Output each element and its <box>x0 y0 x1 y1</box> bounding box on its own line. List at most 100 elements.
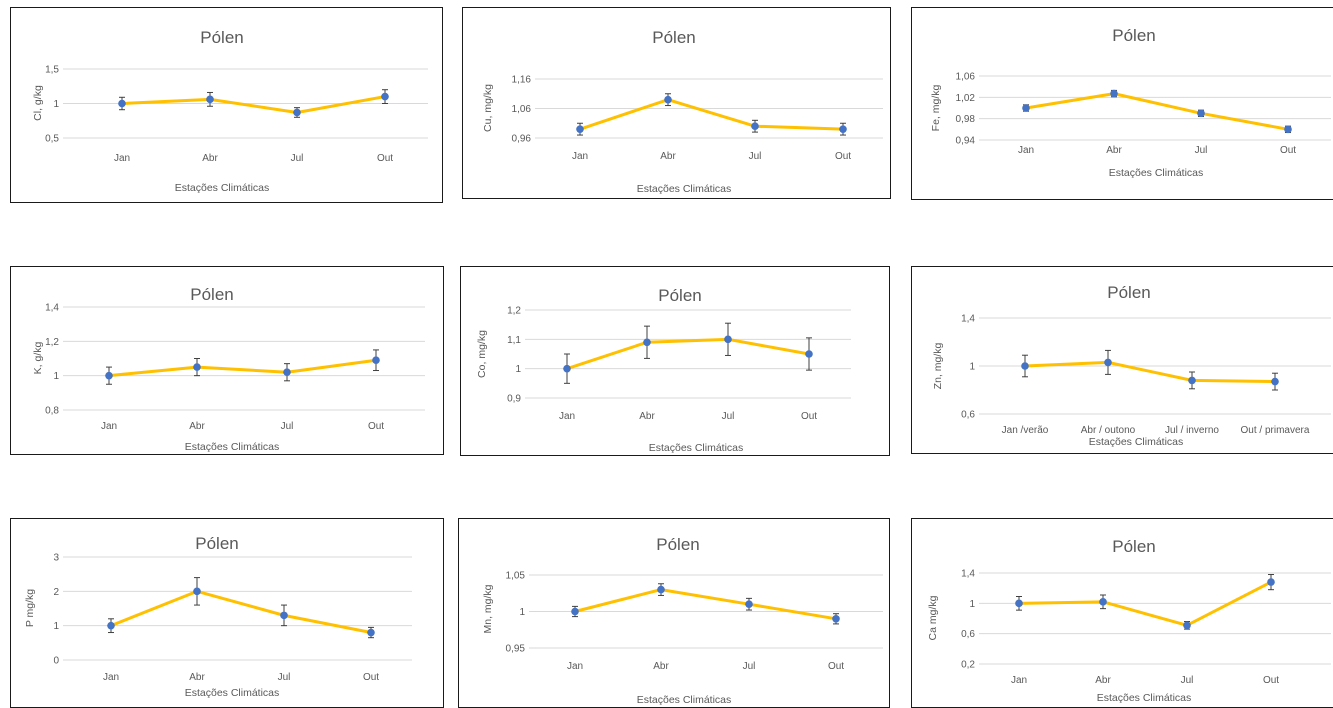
chart-title: Pólen <box>658 286 701 305</box>
x-tick-label: Out <box>1263 675 1279 686</box>
chart-title: Pólen <box>1107 283 1150 302</box>
data-point <box>724 335 732 344</box>
x-tick-label: Jul <box>1195 145 1208 156</box>
chart-title: Pólen <box>656 535 699 554</box>
data-point <box>293 108 301 117</box>
y-tick-label: 2 <box>53 587 59 598</box>
y-tick-label: 1,02 <box>956 93 976 104</box>
y-tick-label: 1,4 <box>961 314 975 325</box>
data-point <box>664 95 672 104</box>
chart-panel: Pólen 0,6 1 1,4 Zn, mg/kg Jan /verão Abr / out… <box>911 266 1333 454</box>
line-chart: Pólen 0,94 0,98 1,02 1,06 Fe, mg/kg Jan Abr Jul O… <box>930 26 1331 179</box>
y-tick-label: 1 <box>53 371 59 382</box>
data-point <box>1267 578 1275 586</box>
line-chart: Pólen 0,9 1 1,1 1,2 Co, mg/kg Jan Abr Jul Out Esta… <box>476 286 851 454</box>
data-point <box>280 611 288 620</box>
chart-panel: Pólen 0,94 0,98 1,02 1,06 Fe, mg/kg Jan Abr Jul O… <box>911 7 1333 200</box>
y-tick-label: 0,98 <box>956 114 976 125</box>
series-line <box>574 588 837 621</box>
y-tick-label: 0,8 <box>45 406 59 417</box>
data-point <box>1284 125 1292 134</box>
data-point <box>1021 362 1029 370</box>
series-line <box>110 589 372 635</box>
y-axis-label: Mn, mg/kg <box>482 584 494 633</box>
line-chart: Pólen 0 1 2 3 P mg/kg Jan Abr Jul Out Estações Cli… <box>24 534 412 699</box>
data-point <box>576 125 584 133</box>
data-point <box>643 338 651 347</box>
data-point <box>1015 599 1023 608</box>
x-tick-label: Jan <box>572 151 588 162</box>
y-axis-label: Cu, mg/kg <box>482 84 494 132</box>
data-point <box>571 607 579 616</box>
x-tick-label: Jan <box>103 672 119 683</box>
chart-title: Pólen <box>1112 537 1155 556</box>
data-point <box>372 356 380 365</box>
line-chart: Pólen 0,95 1 1,05 Mn, mg/kg Jan Abr Jul Out Estaç… <box>482 535 883 706</box>
y-axis-label: K, g/kg <box>32 341 44 374</box>
y-tick-label: 1,1 <box>507 335 521 346</box>
x-tick-label: Jan <box>101 421 117 432</box>
y-tick-label: 0,2 <box>961 660 975 671</box>
x-tick-label: Jul <box>281 421 294 432</box>
y-tick-label: 1 <box>515 364 521 375</box>
x-tick-label: Jan <box>1011 675 1027 686</box>
y-axis-label: Cl, g/kg <box>32 85 44 121</box>
data-point <box>1022 104 1030 112</box>
x-tick-label: Out <box>377 153 393 164</box>
y-tick-label: 1,5 <box>45 65 59 76</box>
x-tick-label: Out <box>1280 145 1296 156</box>
data-point <box>751 122 759 130</box>
x-axis-label: Estações Climáticas <box>637 694 732 706</box>
x-tick-label: Out <box>835 151 851 162</box>
data-point <box>193 587 201 596</box>
data-point <box>805 350 813 358</box>
series-line <box>1018 580 1272 627</box>
data-point <box>745 600 753 608</box>
chart-panel: Pólen 0,5 1 1,5 Cl, g/kg Jan Abr Jul Out Estações… <box>10 7 443 203</box>
y-tick-label: 0,6 <box>961 410 975 421</box>
x-tick-label: Abr <box>1095 675 1111 686</box>
y-tick-label: 1,16 <box>512 75 532 86</box>
y-tick-label: 1 <box>969 599 975 610</box>
data-point <box>1110 89 1118 98</box>
y-tick-label: 1,4 <box>45 303 59 314</box>
y-axis-label: Fe, mg/kg <box>930 85 942 132</box>
x-tick-label: Jan <box>1018 145 1034 156</box>
series-line <box>579 98 844 131</box>
x-tick-label: Out <box>801 411 817 422</box>
series-line <box>108 358 377 378</box>
x-tick-label: Jan /verão <box>1002 425 1049 436</box>
x-tick-label: Jan <box>567 661 583 672</box>
chart-title: Pólen <box>195 534 238 553</box>
y-tick-label: 1 <box>519 607 525 618</box>
chart-title: Pólen <box>652 28 695 47</box>
x-axis-label: Estações Climáticas <box>185 441 280 453</box>
data-point <box>832 615 840 623</box>
data-point <box>1197 109 1205 118</box>
y-axis-label: Co, mg/kg <box>476 330 488 378</box>
data-point <box>367 628 375 637</box>
line-chart: Pólen 0,5 1 1,5Cl, g/kg Jan Abr Jul Out Estações… <box>32 28 428 194</box>
data-point <box>1188 376 1196 385</box>
chart-title: Pólen <box>200 28 243 47</box>
y-tick-label: 0,5 <box>45 134 59 145</box>
y-tick-label: 0,95 <box>506 644 526 655</box>
x-axis-label: Estações Climáticas <box>637 183 732 195</box>
y-tick-label: 1,4 <box>961 569 975 580</box>
data-point <box>563 364 571 373</box>
x-axis-label: Estações Climáticas <box>185 687 280 699</box>
x-tick-label: Abr / outono <box>1081 425 1136 436</box>
x-tick-label: Jan <box>114 153 130 164</box>
x-tick-label: Out / primavera <box>1241 425 1310 436</box>
y-axis-label: Ca mg/kg <box>927 595 939 640</box>
data-point <box>657 585 665 594</box>
y-axis-label: Zn, mg/kg <box>932 343 944 390</box>
y-tick-label: 1,06 <box>956 72 976 83</box>
x-tick-label: Jul <box>743 661 756 672</box>
series-line <box>566 337 810 371</box>
chart-title: Pólen <box>1112 26 1155 45</box>
line-chart: Pólen 0,96 1,06 1,16 Cu, mg/kg Jan Abr Jul Out Es… <box>482 28 883 195</box>
line-chart: Pólen 0,6 1 1,4 Zn, mg/kg Jan /verão Abr / out… <box>932 283 1331 448</box>
data-point <box>1099 598 1107 606</box>
x-tick-label: Jul <box>291 153 304 164</box>
